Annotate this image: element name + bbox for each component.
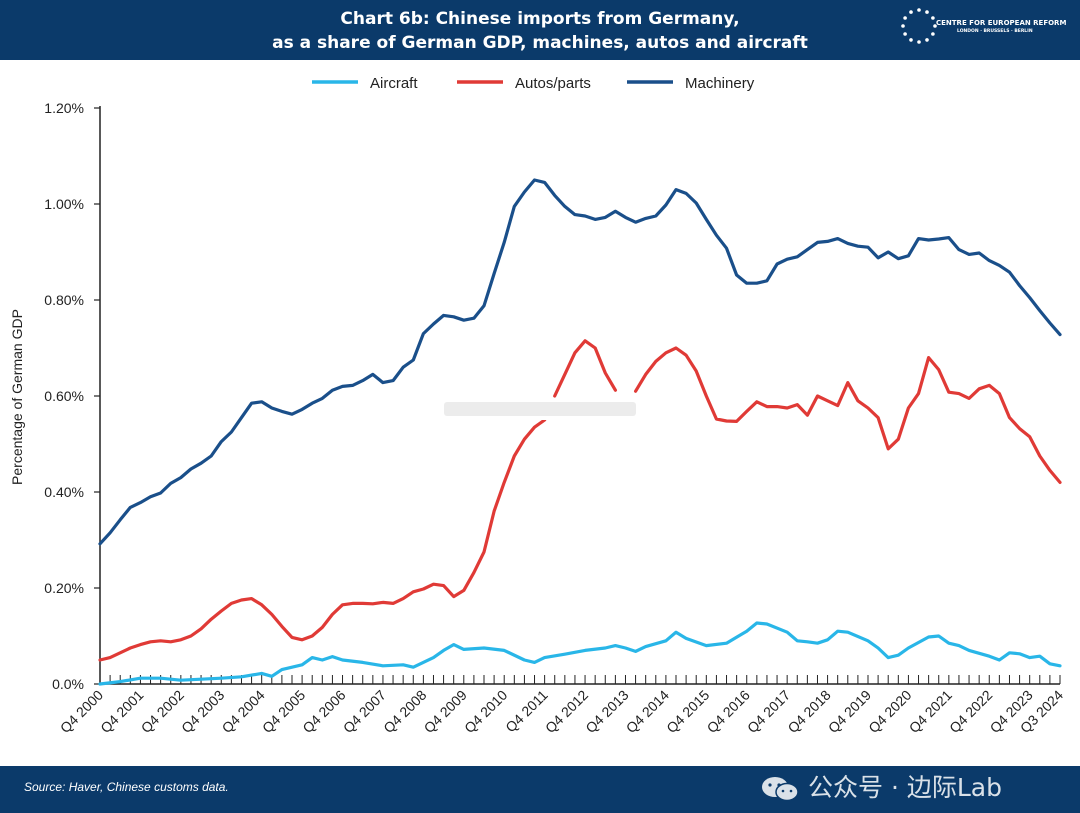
watermark-text: 公众号 · 边际Lab — [808, 773, 1002, 802]
series-line-machinery — [98, 178, 1062, 546]
x-tick-label: Q4 2005 — [259, 687, 308, 736]
x-tick-label: Q4 2004 — [219, 687, 268, 736]
x-tick-label: Q4 2001 — [97, 687, 146, 736]
series-lines — [98, 178, 1062, 686]
chart-title-line1: Chart 6b: Chinese imports from Germany, — [340, 9, 740, 29]
y-tick-label: 1.00% — [44, 196, 84, 212]
x-tick-label: Q4 2012 — [542, 687, 591, 736]
source-note: Source: Haver, Chinese customs data. — [24, 780, 229, 794]
x-tick-label: Q4 2016 — [704, 687, 753, 736]
x-tick-label: Q4 2008 — [380, 687, 429, 736]
x-tick-label: Q4 2011 — [502, 687, 551, 736]
x-tick-label: Q4 2019 — [825, 687, 874, 736]
y-tick-label: 1.20% — [44, 100, 84, 116]
x-tick-label: Q4 2021 — [906, 687, 955, 736]
series-line-aircraft — [98, 621, 1062, 686]
logo-text: CENTRE FOR EUROPEAN REFORM — [936, 19, 1067, 27]
x-tick-label: Q4 2006 — [299, 687, 348, 736]
y-tick-label: 0.20% — [44, 580, 84, 596]
x-tick-label: Q4 2013 — [582, 687, 631, 736]
x-tick-label: Q4 2017 — [744, 687, 793, 736]
x-tick-label: Q4 2000 — [57, 687, 106, 736]
cer-logo: CENTRE FOR EUROPEAN REFORM LONDON · BRUS… — [898, 5, 1066, 47]
redaction-overlay — [433, 398, 645, 420]
y-tick-label: 0.80% — [44, 292, 84, 308]
legend: Aircraft Autos/parts Machinery — [312, 75, 755, 92]
x-tick-label: Q4 2007 — [340, 687, 389, 736]
series-line-autos-parts — [98, 339, 1062, 662]
line-chart: Aircraft Autos/parts Machinery Percentage … — [9, 75, 1066, 736]
y-axis: 0.0% 0.20% 0.40% 0.60% 0.80% 1.00% 1.20% — [44, 100, 101, 692]
chart-title-line2: as a share of German GDP, machines, auto… — [272, 33, 808, 53]
x-tick-label: Q4 2018 — [784, 687, 833, 736]
legend-label-machinery: Machinery — [685, 75, 755, 92]
chart-header: Chart 6b: Chinese imports from Germany, … — [0, 0, 1080, 60]
y-tick-label: 0.40% — [44, 484, 84, 500]
x-tick-label: Q4 2014 — [623, 687, 672, 736]
x-tick-label: Q4 2010 — [461, 687, 510, 736]
watermark: 公众号 · 边际Lab — [760, 771, 1002, 805]
x-tick-label: Q4 2020 — [865, 687, 914, 736]
x-tick-label: Q4 2009 — [421, 687, 470, 736]
x-tick-label: Q4 2002 — [138, 687, 187, 736]
y-axis-label: Percentage of German GDP — [9, 309, 25, 485]
legend-label-autos-parts: Autos/parts — [515, 75, 591, 92]
x-tick-label: Q4 2003 — [178, 687, 227, 736]
x-tick-label: Q4 2022 — [946, 687, 995, 736]
x-tick-label: Q4 2015 — [663, 687, 712, 736]
legend-label-aircraft: Aircraft — [370, 75, 418, 92]
y-tick-label: 0.60% — [44, 388, 84, 404]
eu-stars-icon — [901, 8, 937, 44]
logo-subtext: LONDON · BRUSSELS · BERLIN — [957, 29, 1033, 34]
chart-footer: Source: Haver, Chinese customs data. 公众号… — [0, 766, 1080, 813]
wechat-icon — [762, 777, 799, 802]
y-tick-label: 0.0% — [52, 676, 84, 692]
